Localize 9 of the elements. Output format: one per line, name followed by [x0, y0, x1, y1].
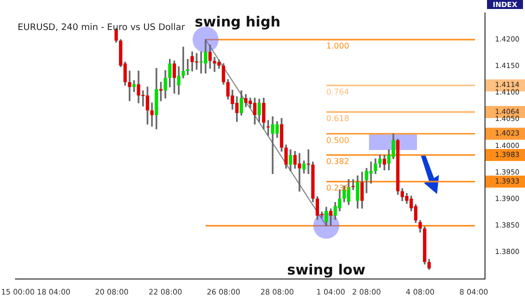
- annotation: swing high: [194, 14, 280, 31]
- annotation: swing low: [287, 262, 366, 278]
- annotation: 0.382: [326, 157, 350, 166]
- text: EURUSD, 240 min - Euro vs US Dollar: [18, 22, 186, 33]
- annotation: 1.000: [326, 42, 350, 51]
- annotation: 0.764: [326, 87, 350, 96]
- annotation: 0.618: [326, 114, 350, 124]
- candlestick: [298, 153, 302, 192]
- annotation: 0.500: [326, 136, 350, 145]
